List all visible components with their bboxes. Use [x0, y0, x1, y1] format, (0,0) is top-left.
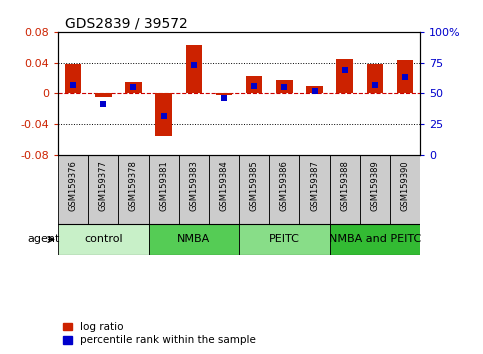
Text: GSM159390: GSM159390 [400, 160, 410, 211]
Bar [58, 224, 149, 255]
Text: GDS2839 / 39572: GDS2839 / 39572 [65, 17, 188, 31]
Text: GSM159388: GSM159388 [340, 160, 349, 211]
Text: GSM159383: GSM159383 [189, 160, 199, 211]
Bar [306, 86, 323, 93]
Bar [118, 155, 149, 224]
Bar [246, 76, 262, 93]
Bar [239, 224, 330, 255]
Text: NMBA and PEITC: NMBA and PEITC [329, 234, 421, 245]
Text: GSM159387: GSM159387 [310, 160, 319, 211]
Text: control: control [84, 234, 123, 245]
Bar [88, 155, 118, 224]
Bar [270, 155, 299, 224]
Legend: log ratio, percentile rank within the sample: log ratio, percentile rank within the sa… [63, 322, 256, 345]
Bar [360, 155, 390, 224]
Bar [330, 155, 360, 224]
Bar [95, 93, 112, 97]
Bar [367, 64, 383, 93]
Text: GSM159385: GSM159385 [250, 160, 259, 211]
Bar [209, 155, 239, 224]
Text: GSM159381: GSM159381 [159, 160, 168, 211]
Bar [156, 93, 172, 136]
Bar [149, 224, 239, 255]
Text: agent: agent [28, 234, 60, 245]
Bar [330, 224, 420, 255]
Bar [216, 93, 232, 95]
Bar [390, 155, 420, 224]
Bar [299, 155, 330, 224]
Bar [65, 64, 81, 93]
Text: GSM159377: GSM159377 [99, 160, 108, 211]
Text: GSM159376: GSM159376 [69, 160, 78, 211]
Text: PEITC: PEITC [269, 234, 300, 245]
Bar [185, 45, 202, 93]
Bar [58, 155, 88, 224]
Text: GSM159386: GSM159386 [280, 160, 289, 211]
Bar [397, 60, 413, 93]
Text: NMBA: NMBA [177, 234, 211, 245]
Bar [149, 155, 179, 224]
Bar [239, 155, 270, 224]
Text: GSM159378: GSM159378 [129, 160, 138, 211]
Bar [125, 82, 142, 93]
Bar [337, 59, 353, 93]
Bar [179, 155, 209, 224]
Text: GSM159384: GSM159384 [219, 160, 228, 211]
Bar [276, 80, 293, 93]
Text: GSM159389: GSM159389 [370, 160, 380, 211]
